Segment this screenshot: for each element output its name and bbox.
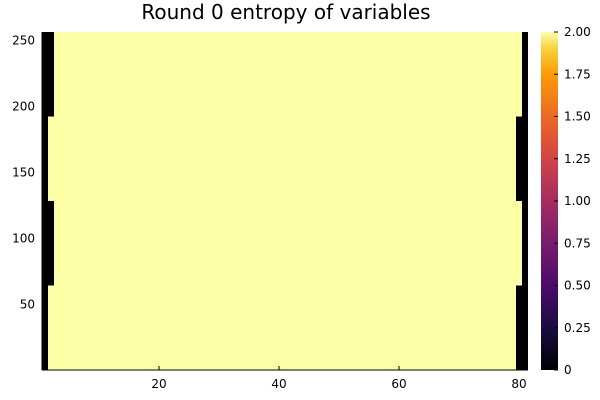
y-tick-label: 150 — [12, 166, 35, 180]
heatmap-zero-cell — [516, 116, 522, 201]
colorbar — [541, 32, 558, 370]
x-tick-label: 20 — [151, 377, 166, 391]
x-tick-label: 40 — [271, 377, 286, 391]
colorbar-tick-label: 2.00 — [564, 25, 591, 39]
y-tick-label: 200 — [12, 100, 35, 114]
y-tick-label: 250 — [12, 34, 35, 48]
colorbar-tick-label: 1.75 — [564, 67, 591, 81]
heatmap-zero-cell — [48, 32, 54, 117]
chart-title: Round 0 entropy of variables — [141, 0, 430, 24]
heatmap-zero-cell — [516, 285, 522, 370]
x-axis: 20 40 60 80 — [42, 366, 528, 391]
colorbar-tick-label: 1.50 — [564, 110, 591, 124]
colorbar-tick-label: 0.50 — [564, 279, 591, 293]
heatmap-fill — [42, 32, 528, 370]
colorbar-tick-label: 1.25 — [564, 152, 591, 166]
y-axis: 50 100 150 200 250 — [12, 32, 46, 370]
heatmap-zero-cell — [522, 32, 528, 370]
plot-area — [42, 32, 528, 370]
colorbar-tick-label: 0.75 — [564, 236, 591, 250]
x-tick-label: 60 — [391, 377, 406, 391]
y-tick-label: 50 — [20, 298, 35, 312]
colorbar-tick-label: 1.00 — [564, 194, 591, 208]
colorbar-ticks: 0 0.25 0.50 0.75 1.00 1.25 1.50 1.75 2.00 — [554, 25, 591, 377]
heatmap-zero-cell — [42, 32, 48, 370]
colorbar-tick-label: 0 — [564, 363, 572, 377]
y-tick-label: 100 — [12, 232, 35, 246]
x-tick-label: 80 — [511, 377, 526, 391]
colorbar-tick-label: 0.25 — [564, 321, 591, 335]
heatmap-zero-cell — [48, 201, 54, 286]
colorbar-gradient — [541, 32, 558, 370]
